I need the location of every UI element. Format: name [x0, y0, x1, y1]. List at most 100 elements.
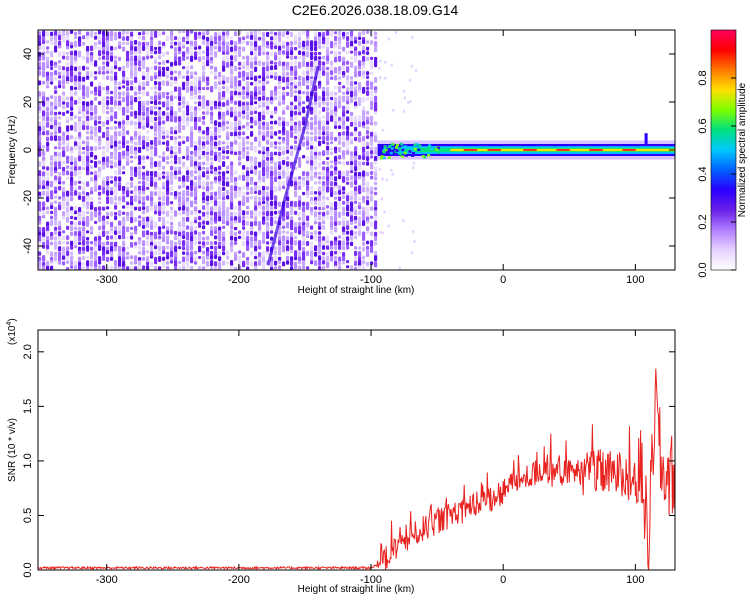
noise-speckle — [238, 66, 242, 70]
noise-speckle — [182, 81, 186, 88]
noise-speckle — [314, 166, 318, 171]
noise-speckle — [346, 116, 350, 122]
noise-speckle — [322, 45, 326, 49]
noise-speckle — [190, 51, 194, 56]
noise-speckle — [370, 140, 374, 146]
noise-speckle — [374, 255, 378, 262]
noise-speckle — [166, 95, 170, 100]
noise-speckle — [238, 150, 242, 156]
noise-speckle — [114, 60, 118, 66]
noise-speckle — [266, 231, 270, 237]
noise-speckle — [286, 216, 290, 220]
noise-speckle — [126, 115, 130, 121]
noise-speckle — [278, 265, 282, 270]
noise-speckle — [174, 175, 178, 180]
signal-peak — [556, 149, 571, 151]
noise-speckle — [266, 246, 270, 252]
noise-speckle — [250, 120, 254, 124]
noise-speckle — [274, 220, 278, 225]
noise-speckle — [346, 110, 350, 114]
noise-speckle — [54, 85, 58, 90]
noise-speckle — [174, 145, 178, 151]
noise-speckle — [158, 140, 162, 146]
noise-speckle — [302, 176, 306, 182]
noise-speckle — [202, 216, 206, 221]
noise-speckle — [358, 231, 362, 236]
noise-speckle — [102, 121, 106, 127]
noise-speckle — [226, 255, 230, 260]
noise-speckle — [206, 161, 210, 166]
noise-speckle — [182, 230, 186, 237]
noise-speckle — [334, 111, 338, 117]
noise-speckle — [290, 61, 294, 66]
noise-speckle — [150, 225, 154, 230]
noise-speckle — [150, 150, 154, 157]
noise-speckle — [298, 251, 302, 257]
noise-speckle — [350, 221, 354, 225]
noise-speckle — [202, 105, 206, 110]
noise-speckle — [46, 136, 50, 142]
noise-speckle — [286, 236, 290, 241]
noise-speckle — [170, 90, 174, 95]
noise-speckle — [350, 206, 354, 213]
noise-speckle — [242, 105, 246, 112]
noise-speckle — [142, 265, 146, 270]
noise-speckle — [338, 155, 342, 160]
noise-speckle — [82, 101, 86, 106]
noise-speckle — [318, 255, 322, 261]
noise-speckle — [350, 196, 354, 201]
noise-speckle — [270, 65, 274, 71]
signal-speckle — [413, 147, 417, 151]
noise-speckle — [70, 85, 74, 91]
noise-speckle — [350, 121, 354, 127]
noise-speckle — [166, 92, 170, 96]
noise-speckle — [186, 105, 190, 113]
noise-speckle — [186, 70, 190, 75]
noise-speckle — [118, 56, 122, 62]
noise-speckle — [294, 60, 298, 65]
noise-speckle — [210, 165, 214, 170]
noise-speckle — [86, 56, 90, 64]
noise-speckle — [330, 165, 334, 169]
noise-speckle — [258, 230, 262, 234]
noise-speckle — [334, 215, 338, 223]
noise-speckle — [310, 250, 314, 258]
noise-speckle — [178, 206, 182, 211]
noise-speckle — [194, 91, 198, 95]
noise-speckle — [262, 31, 266, 37]
noise-speckle — [38, 226, 42, 233]
signal-speckle — [398, 152, 402, 156]
noise-speckle — [322, 140, 326, 144]
noise-speckle — [50, 60, 54, 67]
noise-speckle — [274, 206, 278, 210]
noise-speckle — [162, 211, 166, 215]
noise-speckle — [266, 186, 270, 191]
noise-speckle — [138, 260, 142, 266]
noise-speckle — [66, 110, 70, 114]
noise-speckle — [318, 221, 322, 228]
noise-speckle — [106, 161, 110, 168]
noise-speckle — [318, 120, 322, 127]
noise-speckle — [110, 251, 114, 258]
noise-speckle — [210, 115, 214, 121]
noise-speckle — [314, 151, 318, 157]
noise-speckle — [102, 250, 106, 257]
noise-speckle — [70, 185, 74, 192]
noise-speckle — [286, 255, 290, 261]
noise-speckle — [54, 30, 58, 37]
noise-speckle — [302, 225, 306, 233]
noise-speckle — [230, 36, 234, 40]
noise-speckle — [154, 60, 158, 64]
noise-speckle — [98, 40, 102, 45]
noise-speckle — [94, 255, 98, 262]
noise-speckle — [334, 136, 338, 142]
noise-speckle — [362, 61, 366, 67]
noise-speckle — [278, 136, 282, 140]
noise-speckle — [94, 136, 98, 143]
noise-speckle — [202, 230, 206, 235]
noise-speckle — [162, 70, 166, 77]
noise-speckle — [210, 40, 214, 48]
noise-speckle — [358, 161, 362, 166]
noise-speckle — [190, 251, 194, 258]
noise-speckle — [408, 100, 412, 103]
